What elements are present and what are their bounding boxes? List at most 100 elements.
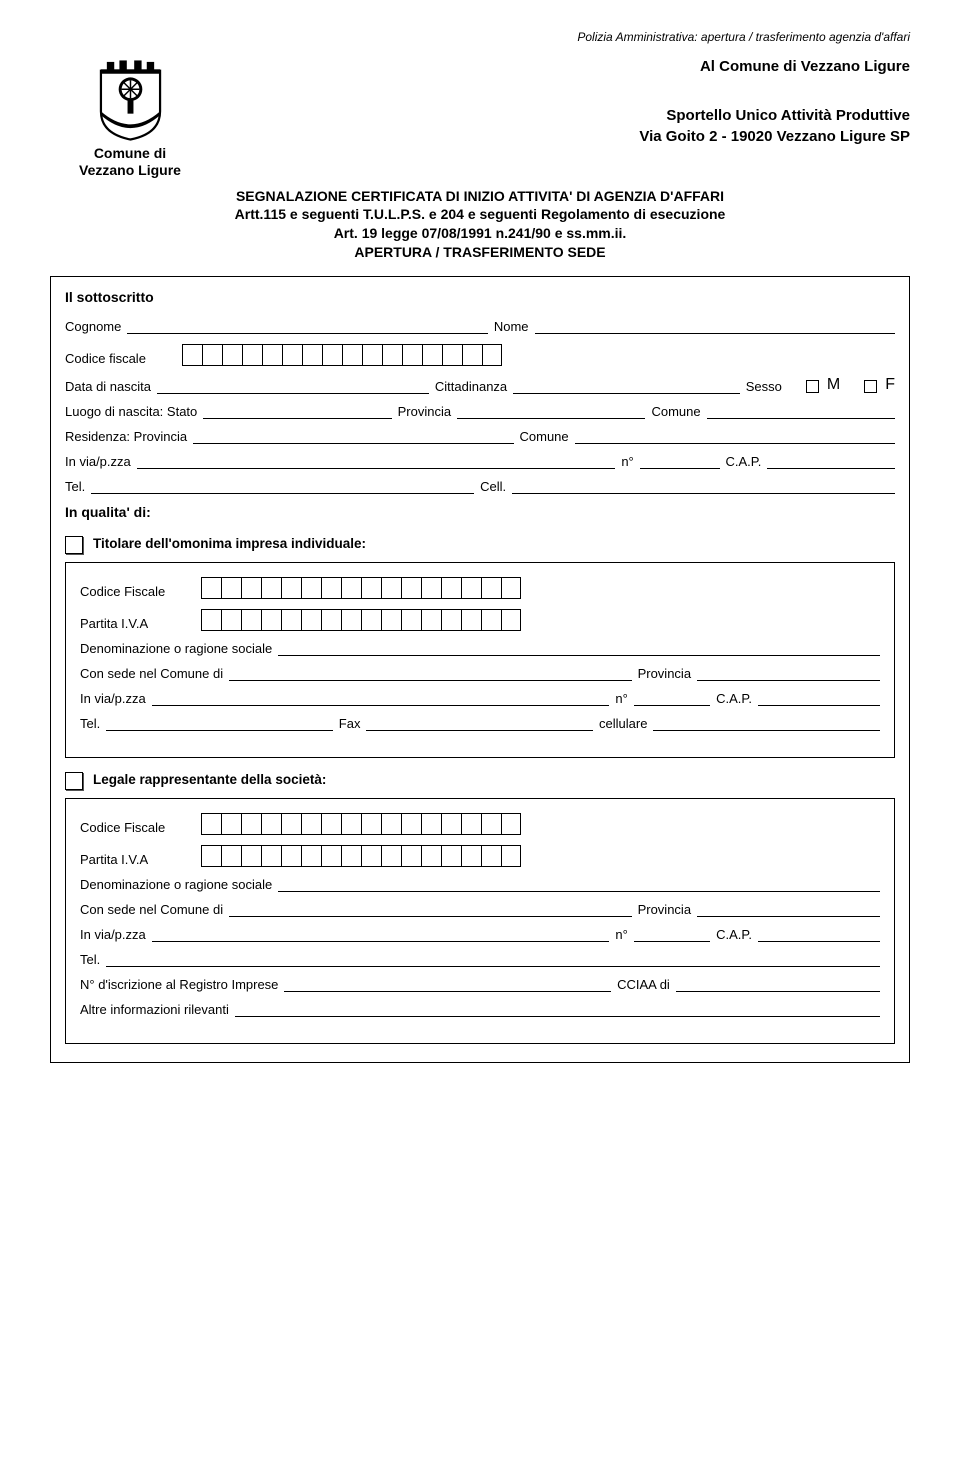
input-n[interactable] xyxy=(640,455,720,469)
label-sede-legale: Con sede nel Comune di xyxy=(80,902,223,917)
input-provincia-titolare[interactable] xyxy=(697,667,880,681)
top-section: Comune di Vezzano Ligure Al Comune di Ve… xyxy=(50,56,910,179)
input-tel-legale[interactable] xyxy=(106,953,880,967)
label-provincia-legale: Provincia xyxy=(638,902,691,917)
input-cap[interactable] xyxy=(767,455,895,469)
input-via-titolare[interactable] xyxy=(152,692,610,706)
input-n-titolare[interactable] xyxy=(634,692,710,706)
input-tel[interactable] xyxy=(91,480,474,494)
input-data-nascita[interactable] xyxy=(157,380,429,394)
in-qualita-heading: In qualita' di: xyxy=(65,504,895,520)
label-cap-titolare: C.A.P. xyxy=(716,691,752,706)
label-in-via: In via/p.zza xyxy=(65,454,131,469)
label-denominazione-legale: Denominazione o ragione sociale xyxy=(80,877,272,892)
input-iva-titolare[interactable] xyxy=(201,609,521,631)
input-provincia-legale[interactable] xyxy=(697,903,880,917)
label-cap: C.A.P. xyxy=(726,454,762,469)
label-provincia-titolare: Provincia xyxy=(638,666,691,681)
label-denominazione-titolare: Denominazione o ragione sociale xyxy=(80,641,272,656)
label-in-via-titolare: In via/p.zza xyxy=(80,691,146,706)
input-cognome[interactable] xyxy=(127,320,487,334)
label-tel-titolare: Tel. xyxy=(80,716,100,731)
input-tel-titolare[interactable] xyxy=(106,717,333,731)
label-cap-legale: C.A.P. xyxy=(716,927,752,942)
label-f: F xyxy=(885,376,895,394)
label-n: n° xyxy=(621,454,633,469)
right-titles: Al Comune di Vezzano Ligure Sportello Un… xyxy=(639,56,910,147)
input-codice-fiscale-boxes[interactable] xyxy=(182,344,502,366)
sportello-line1: Sportello Unico Attività Produttive xyxy=(639,105,910,126)
label-in-via-legale: In via/p.zza xyxy=(80,927,146,942)
title-line1: SEGNALAZIONE CERTIFICATA DI INIZIO ATTIV… xyxy=(50,187,910,206)
input-fax-titolare[interactable] xyxy=(366,717,593,731)
form-main-box: Il sottoscritto Cognome Nome Codice fisc… xyxy=(50,276,910,1063)
crest-caption: Comune di Vezzano Ligure xyxy=(79,145,181,179)
title-line2: Artt.115 e seguenti T.U.L.P.S. e 204 e s… xyxy=(50,205,910,224)
checkbox-m-group: M xyxy=(806,376,840,394)
crest-caption-line2: Vezzano Ligure xyxy=(79,162,181,178)
checkbox-titolare[interactable] xyxy=(65,536,83,554)
label-titolare: Titolare dell'omonima impresa individual… xyxy=(93,536,366,551)
input-in-via[interactable] xyxy=(137,455,616,469)
label-cf-titolare: Codice Fiscale xyxy=(80,584,195,599)
input-cittadinanza[interactable] xyxy=(513,380,740,394)
checkbox-f-group: F xyxy=(864,376,895,394)
label-cellulare-titolare: cellulare xyxy=(599,716,647,731)
label-codice-fiscale: Codice fiscale xyxy=(65,351,146,366)
input-comune-nascita[interactable] xyxy=(707,405,895,419)
input-cap-legale[interactable] xyxy=(758,928,880,942)
input-sede-legale[interactable] xyxy=(229,903,631,917)
input-iscrizione[interactable] xyxy=(284,978,611,992)
label-luogo-nascita: Luogo di nascita: Stato xyxy=(65,404,197,419)
label-residenza: Residenza: Provincia xyxy=(65,429,187,444)
input-sede-titolare[interactable] xyxy=(229,667,631,681)
label-tel-legale: Tel. xyxy=(80,952,100,967)
input-denominazione-titolare[interactable] xyxy=(278,642,880,656)
label-comune-nascita: Comune xyxy=(651,404,700,419)
checkbox-m[interactable] xyxy=(806,380,819,393)
input-cell[interactable] xyxy=(512,480,895,494)
input-provincia-nascita[interactable] xyxy=(457,405,645,419)
title-line4: APERTURA / TRASFERIMENTO SEDE xyxy=(50,243,910,262)
input-cciaa[interactable] xyxy=(676,978,880,992)
label-n-titolare: n° xyxy=(615,691,627,706)
label-cell: Cell. xyxy=(480,479,506,494)
label-cciaa: CCIAA di xyxy=(617,977,670,992)
checkbox-f[interactable] xyxy=(864,380,877,393)
label-iva-legale: Partita I.V.A xyxy=(80,852,195,867)
header-italic: Polizia Amministrativa: apertura / trasf… xyxy=(50,30,910,44)
label-fax-titolare: Fax xyxy=(339,716,361,731)
label-sede-titolare: Con sede nel Comune di xyxy=(80,666,223,681)
checkbox-legale[interactable] xyxy=(65,772,83,790)
sportello-line2: Via Goito 2 - 19020 Vezzano Ligure SP xyxy=(639,126,910,147)
label-nome: Nome xyxy=(494,319,529,334)
recipient: Al Comune di Vezzano Ligure xyxy=(639,56,910,77)
input-stato-nascita[interactable] xyxy=(203,405,391,419)
input-cellulare-titolare[interactable] xyxy=(653,717,880,731)
label-n-legale: n° xyxy=(615,927,627,942)
input-cf-legale[interactable] xyxy=(201,813,521,835)
crest-block: Comune di Vezzano Ligure xyxy=(50,56,210,179)
titolare-box: Codice Fiscale Partita I.V.A Denominazio… xyxy=(65,562,895,758)
label-m: M xyxy=(827,376,840,394)
input-via-legale[interactable] xyxy=(152,928,610,942)
input-iva-legale[interactable] xyxy=(201,845,521,867)
label-altre-info: Altre informazioni rilevanti xyxy=(80,1002,229,1017)
main-title: SEGNALAZIONE CERTIFICATA DI INIZIO ATTIV… xyxy=(50,187,910,263)
label-comune-residenza: Comune xyxy=(520,429,569,444)
label-tel: Tel. xyxy=(65,479,85,494)
legale-box: Codice Fiscale Partita I.V.A Denominazio… xyxy=(65,798,895,1044)
crest-icon xyxy=(93,56,168,141)
input-cf-titolare[interactable] xyxy=(201,577,521,599)
label-cittadinanza: Cittadinanza xyxy=(435,379,507,394)
crest-caption-line1: Comune di xyxy=(94,145,166,161)
input-nome[interactable] xyxy=(535,320,895,334)
label-iscrizione: N° d'iscrizione al Registro Imprese xyxy=(80,977,278,992)
label-provincia-nascita: Provincia xyxy=(398,404,451,419)
input-altre-info[interactable] xyxy=(235,1003,880,1017)
input-residenza-provincia[interactable] xyxy=(193,430,513,444)
input-n-legale[interactable] xyxy=(634,928,710,942)
input-denominazione-legale[interactable] xyxy=(278,878,880,892)
input-comune-residenza[interactable] xyxy=(575,430,895,444)
input-cap-titolare[interactable] xyxy=(758,692,880,706)
